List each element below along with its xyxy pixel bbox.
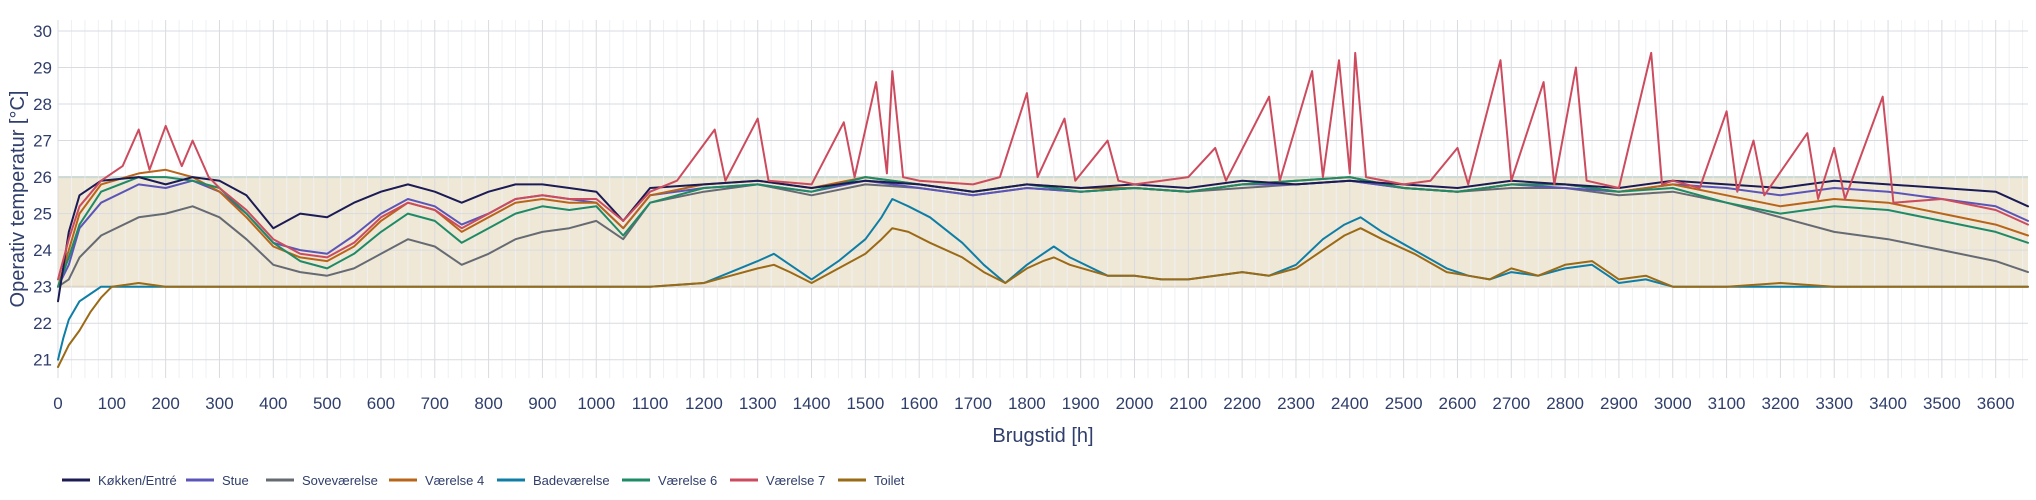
legend-item: Værelse 4 — [389, 473, 484, 488]
legend: Køkken/Entré Stue Soveværelse Værelse 4 Bade… — [62, 473, 905, 488]
x-tick-label: 1400 — [793, 394, 831, 413]
x-tick-label: 3300 — [1815, 394, 1853, 413]
legend-item: Badeværelse — [497, 473, 610, 488]
x-tick-label: 0 — [53, 394, 62, 413]
legend-item: Værelse 7 — [730, 473, 825, 488]
series-line-7 — [57, 51, 2029, 281]
x-tick-label: 1600 — [900, 394, 938, 413]
legend-label: Badeværelse — [533, 473, 610, 488]
x-tick-label: 1800 — [1008, 394, 1046, 413]
series-line-3 — [57, 179, 2029, 288]
x-axis-title: Brugstid [h] — [992, 425, 1093, 447]
legend-label: Værelse 4 — [425, 473, 484, 488]
x-tick-label: 2100 — [1169, 394, 1207, 413]
x-tick-label: 700 — [421, 394, 449, 413]
legend-item: Soveværelse — [266, 473, 378, 488]
legend-label: Stue — [222, 473, 249, 488]
x-tick-label: 2000 — [1116, 394, 1154, 413]
legend-label: Toilet — [874, 473, 905, 488]
x-tick-label: 3600 — [1977, 394, 2015, 413]
series-line-1 — [57, 176, 2029, 303]
series-layer — [57, 51, 2029, 368]
x-tick-label: 2200 — [1223, 394, 1261, 413]
series-line-8 — [57, 227, 2029, 368]
x-tick-label: 2500 — [1385, 394, 1423, 413]
x-tick-label: 2700 — [1492, 394, 1530, 413]
legend-label: Værelse 7 — [766, 473, 825, 488]
x-tick-label: 800 — [474, 394, 502, 413]
legend-item: Værelse 6 — [622, 473, 717, 488]
series-line-6 — [57, 176, 2029, 288]
x-tick-label: 2600 — [1439, 394, 1477, 413]
x-tick-label: 3200 — [1761, 394, 1799, 413]
x-tick-label: 200 — [151, 394, 179, 413]
x-tick-label: 300 — [205, 394, 233, 413]
y-tick-label: 28 — [33, 95, 52, 114]
x-tick-label: 2800 — [1546, 394, 1584, 413]
x-tick-label: 900 — [528, 394, 556, 413]
x-tick-label: 1000 — [577, 394, 615, 413]
y-tick-label: 22 — [33, 314, 52, 333]
x-tick-label: 600 — [367, 394, 395, 413]
x-tick-label: 3100 — [1708, 394, 1746, 413]
y-axis-ticks: 21 22 23 24 25 26 27 28 29 30 — [33, 22, 52, 370]
legend-item: Toilet — [838, 473, 905, 488]
y-axis-title: Operativ temperatur [°C] — [7, 91, 29, 308]
comfort-band — [58, 177, 2028, 287]
x-tick-label: 2300 — [1277, 394, 1315, 413]
y-tick-label: 25 — [33, 205, 52, 224]
x-tick-label: 2400 — [1331, 394, 1369, 413]
legend-item: Stue — [186, 473, 249, 488]
x-tick-label: 2900 — [1600, 394, 1638, 413]
comfort-band-layer — [58, 176, 2028, 288]
y-tick-label: 23 — [33, 278, 52, 297]
x-tick-label: 1200 — [685, 394, 723, 413]
legend-label: Køkken/Entré — [98, 473, 177, 488]
y-tick-label: 26 — [33, 168, 52, 187]
y-tick-label: 27 — [33, 132, 52, 151]
legend-label: Soveværelse — [302, 473, 378, 488]
x-tick-label: 3500 — [1923, 394, 1961, 413]
x-tick-label: 1900 — [1062, 394, 1100, 413]
x-tick-label: 1700 — [954, 394, 992, 413]
x-tick-label: 1100 — [632, 394, 669, 413]
y-tick-label: 24 — [33, 241, 52, 260]
legend-label: Værelse 6 — [658, 473, 717, 488]
grid-layer — [57, 20, 2028, 378]
x-tick-label: 100 — [98, 394, 126, 413]
legend-item: Køkken/Entré — [62, 473, 177, 488]
x-axis-ticks: 0 100 200 300 400 500 600 700 800 900 1000 1100 1200… — [53, 394, 2014, 413]
y-tick-label: 21 — [33, 351, 52, 370]
y-tick-label: 29 — [33, 58, 52, 77]
x-tick-label: 3000 — [1654, 394, 1692, 413]
x-tick-label: 500 — [313, 394, 341, 413]
x-tick-label: 3400 — [1869, 394, 1907, 413]
x-tick-label: 1500 — [846, 394, 884, 413]
y-tick-label: 30 — [33, 22, 52, 41]
x-tick-label: 1300 — [739, 394, 777, 413]
x-tick-label: 400 — [259, 394, 287, 413]
